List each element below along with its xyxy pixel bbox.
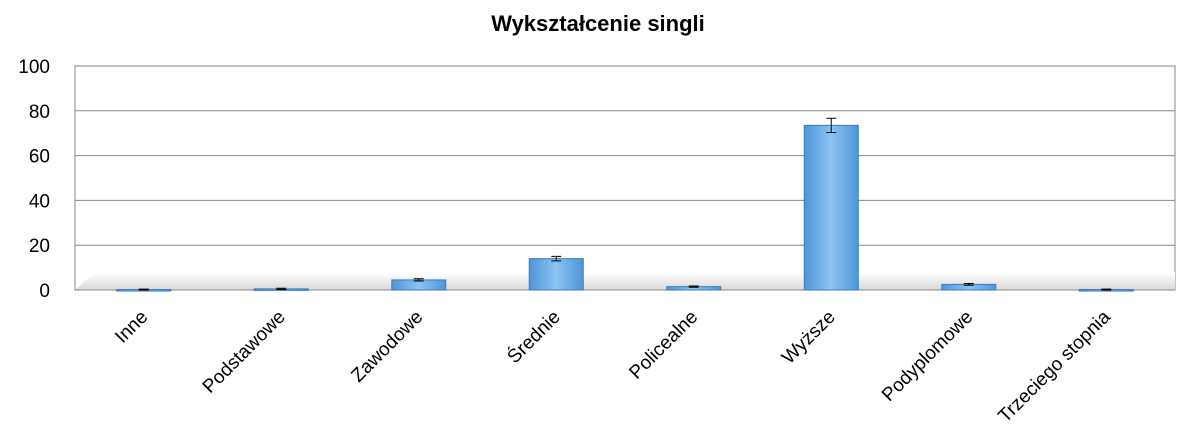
x-tick-label: Zawodowe	[347, 307, 427, 387]
x-tick-label: Policealne	[625, 307, 702, 384]
x-tick-label: Podstawowe	[199, 307, 290, 398]
error-bar	[688, 285, 699, 288]
bar	[528, 258, 584, 291]
x-tick-label: Trzeciego stopnia	[994, 306, 1115, 427]
y-tick-label: 0	[39, 281, 50, 302]
y-tick-label: 60	[29, 147, 50, 168]
plot-border	[74, 65, 1176, 291]
error-bar	[1101, 288, 1112, 291]
bar	[803, 124, 859, 291]
x-tick-label: Inne	[111, 307, 152, 348]
error-bar	[138, 288, 149, 291]
error-bar	[551, 255, 562, 262]
error-bar	[963, 283, 974, 286]
error-bar	[276, 287, 287, 291]
y-tick-label: 40	[29, 191, 50, 212]
error-bar	[413, 278, 424, 282]
x-tick-label: Średnie	[503, 306, 565, 368]
x-tick-label: Wyższe	[778, 307, 840, 369]
y-tick-label: 80	[29, 102, 50, 123]
error-bar	[826, 117, 837, 134]
chart-title: Wykształcenie singli	[491, 11, 705, 36]
floor	[75, 272, 1175, 290]
x-tick-label: Podyplomowe	[878, 307, 977, 406]
y-tick-label: 100	[18, 57, 50, 78]
y-tick-label: 20	[29, 236, 50, 257]
